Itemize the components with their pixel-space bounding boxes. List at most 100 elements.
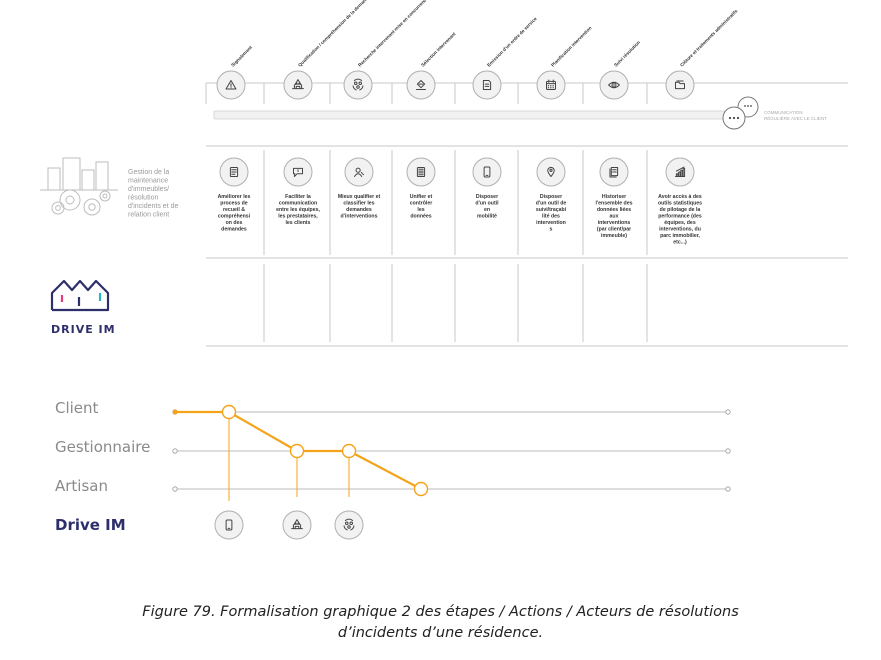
journey-node xyxy=(413,481,429,497)
step-label: Clôture et traitements administratifs xyxy=(679,8,739,68)
step-label: Recherche intervenant mise en concurrenc… xyxy=(357,0,429,68)
actor-label-client: Client xyxy=(55,399,99,417)
resolution-process-diagram: Signalement Qualification / compréhension… xyxy=(40,0,848,540)
objective-circle xyxy=(406,157,436,187)
mobile-icon xyxy=(483,166,491,178)
objective-text-line: données liées xyxy=(597,207,631,213)
bar-chart-icon xyxy=(675,166,686,178)
gear-hub xyxy=(65,195,75,205)
warning-icon xyxy=(225,80,237,90)
buildings-outline xyxy=(47,157,109,190)
chat-dot xyxy=(732,116,736,120)
tool-circle xyxy=(214,510,244,540)
gear-hub xyxy=(88,203,96,211)
gear xyxy=(51,201,65,215)
communication-bar xyxy=(213,110,731,120)
objective-text-line: compréhensi xyxy=(218,214,251,220)
actor-label-artisan: Artisan xyxy=(55,477,108,495)
objective-text-line: Disposer xyxy=(476,194,498,200)
objective-text-line: interventions xyxy=(598,220,631,226)
objective-text-line: Unifier et xyxy=(410,194,433,200)
gear xyxy=(99,190,111,202)
objective-text-line: interventions, du xyxy=(659,227,701,233)
step-circle xyxy=(536,70,566,100)
actor-journey: Client Gestionnaire Artisan Drive IM xyxy=(55,399,731,540)
objective-text-line: s xyxy=(550,227,553,233)
step-8: Clôture et traitements administratifs xyxy=(665,8,739,100)
house-alert-icon xyxy=(291,519,303,530)
eye-icon xyxy=(608,81,620,89)
journey-node xyxy=(221,404,237,420)
actor-label-drive-im: Drive IM xyxy=(55,516,126,534)
objective-text-line: aux xyxy=(610,214,619,220)
journey-start-dot xyxy=(172,409,178,415)
step-label: Qualification / compréhension de la dema… xyxy=(297,0,371,68)
hand-selection-icon xyxy=(416,80,426,90)
objective-text-line: Mieux qualifier et xyxy=(338,194,381,200)
tool-1 xyxy=(214,510,244,540)
side-description-line: maintenance xyxy=(128,178,168,185)
objective-text-line: lité des xyxy=(542,214,560,220)
objective-text-line: (par client/par xyxy=(597,227,631,233)
side-description-line: d'immeubles/ xyxy=(128,186,169,193)
chat-dot xyxy=(744,105,746,107)
objective-text-line: entre les équipes, xyxy=(276,207,320,213)
step-4: Sélection intervenant xyxy=(406,31,457,100)
track-end-dot xyxy=(725,409,731,415)
objective-text-line: etc...) xyxy=(673,240,687,246)
track-start-dot xyxy=(172,448,178,454)
step-label: Suivi résolution xyxy=(613,40,641,68)
objective-text-line: on des xyxy=(226,220,243,226)
objective-text-line: d'interventions xyxy=(341,214,378,220)
caption-line-2: d’incidents d’une résidence. xyxy=(337,625,544,641)
step-label: Planification intervention xyxy=(550,25,592,67)
objective-text-line: Historiser xyxy=(602,194,626,200)
track-end-dot xyxy=(725,486,731,492)
objective-text-line: équipes, des xyxy=(664,220,696,226)
actor-label-gestionnaire: Gestionnaire xyxy=(55,438,150,456)
objective-text-line: parc immobilier, xyxy=(660,233,700,239)
process-grid xyxy=(205,82,848,347)
brand-name: DRIVE IM xyxy=(51,323,116,336)
track-end-dot xyxy=(725,448,731,454)
objective-text-line: les prestataires, xyxy=(278,214,318,220)
chat-dot xyxy=(750,105,752,107)
objective-text-line: communication xyxy=(279,201,317,207)
objective-circle xyxy=(536,157,566,187)
journey-node xyxy=(289,443,305,459)
step-circle xyxy=(406,70,436,100)
step-5: Emission d'un ordre de service xyxy=(472,16,538,100)
gear xyxy=(83,198,101,216)
step-7: Suivi résolution xyxy=(599,40,641,100)
step-circle xyxy=(472,70,502,100)
objective-text-line: données xyxy=(410,214,431,220)
logo-roofs xyxy=(50,279,110,312)
buildings-gears-icon xyxy=(40,157,118,216)
figure-caption: Figure 79. Formalisation graphique 2 des… xyxy=(0,602,881,644)
objective-text-line: l'ensemble des xyxy=(596,201,633,207)
objective-text-line: intervention xyxy=(536,220,566,226)
chat-dot xyxy=(736,116,740,120)
objective-text-line: les xyxy=(417,207,424,213)
step-circle xyxy=(343,70,373,100)
objective-text-line: classifier les xyxy=(343,201,374,207)
communication-label-2: RÉGULIÈRE AVEC LE CLIENT xyxy=(764,115,827,121)
order-document-icon xyxy=(482,80,492,90)
chat-dot xyxy=(747,105,749,107)
chat-bubbles-icon xyxy=(722,96,759,130)
folders-icon xyxy=(675,80,685,90)
chat-dot xyxy=(728,116,732,120)
gear-hub xyxy=(102,193,108,199)
communication-label-1: COMMUNICATION xyxy=(764,110,803,115)
side-description-line: d'incidents et de xyxy=(128,203,178,210)
step-label: Emission d'un ordre de service xyxy=(486,16,538,68)
step-circle xyxy=(665,70,695,100)
mobile-icon xyxy=(225,519,233,531)
objective-text-line: mobilité xyxy=(477,214,497,220)
gear xyxy=(59,189,81,211)
